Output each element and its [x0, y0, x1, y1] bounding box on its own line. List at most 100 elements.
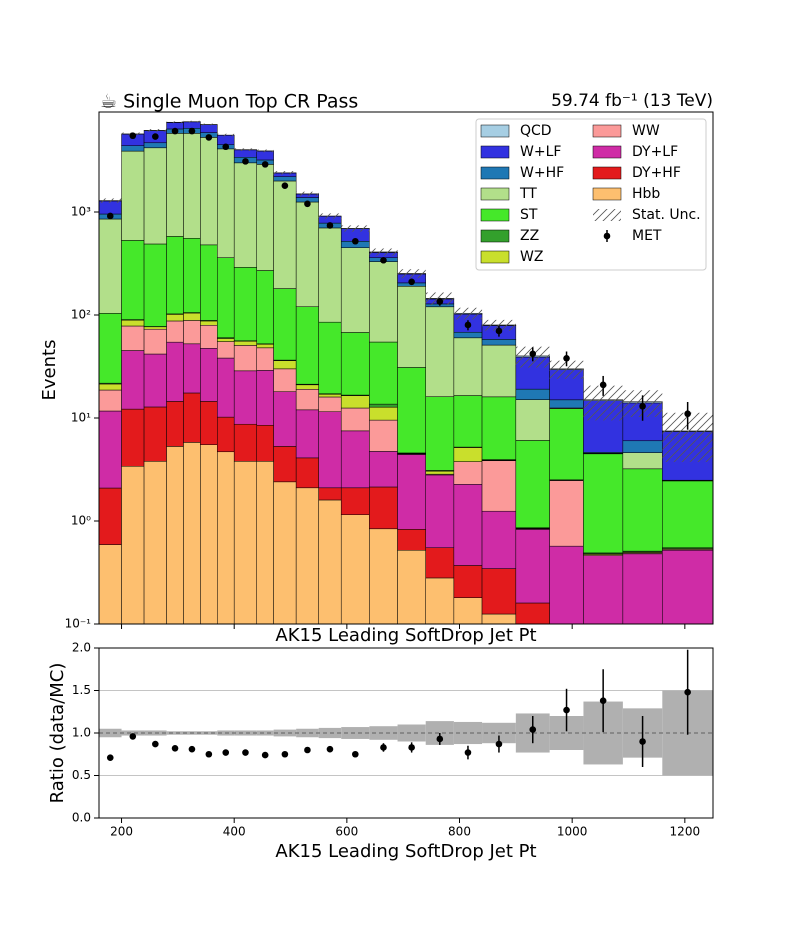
lumi-label: 59.74 fb⁻¹ (13 TeV)	[551, 91, 713, 111]
legend-swatch	[592, 124, 622, 138]
stack-segment	[256, 150, 274, 161]
stack-segment	[99, 313, 122, 384]
stack-segment	[166, 320, 184, 343]
stack-segment	[217, 257, 235, 338]
stack-segment	[318, 396, 342, 412]
legend-swatch	[480, 250, 510, 264]
stack-segment	[453, 447, 483, 462]
legend-label: TT	[519, 186, 537, 202]
stack-segment	[233, 461, 257, 624]
data-point	[188, 127, 196, 135]
stack-segment	[183, 320, 201, 345]
stack-segment	[662, 550, 713, 624]
data-point	[495, 740, 503, 748]
stat-unc-band	[200, 731, 218, 735]
stack-segment	[340, 430, 370, 489]
stack-segment	[425, 474, 455, 548]
stack-segment	[549, 408, 584, 481]
stack-segment	[183, 133, 201, 239]
legend-swatch	[480, 208, 510, 222]
data-point	[205, 134, 213, 141]
stack-segment	[273, 180, 297, 289]
data-point	[464, 321, 472, 329]
data-point	[639, 738, 646, 745]
legend-swatch	[592, 145, 622, 159]
stack-segment	[622, 468, 663, 552]
stack-segment	[295, 306, 319, 385]
stat-unc-band	[217, 133, 235, 137]
x-tick-label: 200	[110, 825, 133, 839]
y-tick-label: 2.0	[72, 641, 91, 655]
data-point	[684, 688, 691, 696]
stack-segment	[369, 486, 398, 530]
stack-segment	[340, 487, 370, 515]
stack-segment	[256, 461, 274, 624]
plot-frame	[98, 111, 714, 625]
chart-title: ☕ Single Muon Top CR Pass	[100, 91, 358, 113]
stack-segment	[453, 395, 483, 448]
stack-segment	[515, 440, 550, 528]
data-point	[152, 133, 159, 140]
stack-segment	[183, 343, 201, 394]
stack-segment	[99, 383, 122, 391]
stack-segment	[200, 320, 218, 326]
legend-swatch	[592, 187, 622, 201]
data-point	[599, 697, 607, 704]
legend-label: DY+LF	[632, 144, 678, 160]
stack-segment	[200, 244, 218, 321]
stack-segment	[143, 353, 167, 408]
legend-label: Stat. Unc.	[632, 207, 701, 223]
y-tick-label: 0.0	[72, 811, 91, 825]
stat-unc-band	[273, 171, 297, 175]
stack-segment	[515, 399, 550, 441]
stack-segment	[143, 406, 167, 462]
data-point	[281, 750, 289, 758]
stack-segment	[481, 510, 517, 569]
stack-segment	[340, 332, 370, 396]
y-tick-label: 0.5	[72, 768, 91, 782]
stack-segment	[318, 227, 342, 323]
stack-segment	[99, 487, 122, 545]
stack-segment	[369, 261, 398, 343]
stack-segment	[183, 121, 201, 129]
stat-unc-band	[549, 360, 584, 379]
stat-unc-band	[482, 319, 516, 331]
stack-segment	[295, 384, 319, 390]
data-point	[436, 735, 444, 743]
axes: 10⁻¹ 10⁰ 10¹ 10² 10³ 0.0 0.5 1.0 1.5 2.0 200 400 600…	[65, 111, 714, 839]
stack-segment	[99, 389, 122, 412]
stack-segment	[662, 480, 713, 548]
stack-segment	[549, 545, 584, 624]
stat-unc-band	[318, 213, 342, 219]
legend-label: QCD	[520, 123, 552, 139]
data-point	[281, 182, 289, 190]
stack-segment	[369, 419, 398, 452]
y-tick-label: 10⁻¹	[65, 617, 92, 631]
stack-segment	[295, 409, 319, 459]
legend-label: WW	[632, 123, 660, 139]
stack-segment	[143, 142, 167, 149]
stack-segment	[453, 331, 483, 339]
stat-unc-band	[256, 730, 274, 736]
stack-segment	[217, 341, 235, 359]
stack-segment	[143, 326, 167, 330]
data-point	[242, 749, 249, 756]
stack-segment	[340, 395, 370, 409]
data-point	[304, 746, 311, 754]
stack-segment	[143, 328, 167, 355]
stack-segment	[549, 480, 584, 547]
data-point	[261, 751, 269, 759]
stack-segment	[217, 134, 235, 145]
stack-segment	[453, 484, 483, 566]
stack-segment	[273, 368, 297, 392]
stack-segment	[143, 243, 167, 327]
stat-unc-band	[369, 726, 398, 740]
stat-unc-band	[234, 730, 257, 736]
stack-segment	[397, 529, 426, 551]
stack-segment	[318, 487, 342, 501]
stack-segment	[200, 348, 218, 402]
stack-segment	[233, 267, 257, 342]
stack-segment	[369, 406, 398, 421]
stack-segment	[200, 401, 218, 445]
data-point	[495, 327, 503, 335]
